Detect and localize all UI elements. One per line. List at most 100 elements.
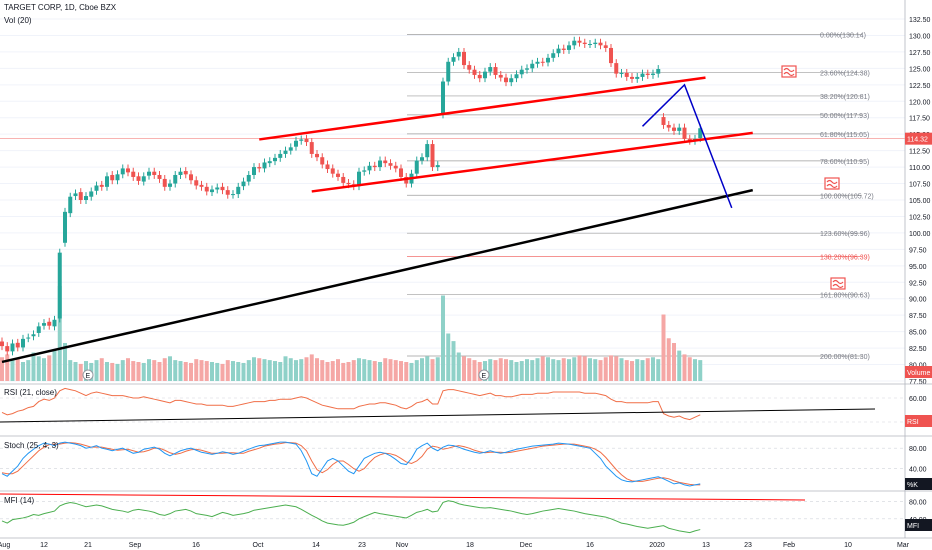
y-tick-label: 97.50 — [909, 247, 927, 254]
candle-body — [152, 171, 157, 175]
volume-bar — [173, 360, 178, 381]
volume-bar — [257, 358, 262, 381]
volume-bar — [236, 362, 241, 381]
volume-bar — [294, 360, 298, 381]
x-tick-label: 12 — [40, 542, 48, 549]
candle-body — [399, 168, 403, 177]
candle-body — [593, 42, 598, 45]
volume-bar — [588, 358, 592, 381]
candle-body — [462, 51, 466, 66]
volume-bar — [498, 358, 503, 381]
candle-body — [603, 45, 608, 48]
mfi-legend: MFI (14) — [4, 496, 35, 505]
x-tick-label: 23 — [358, 542, 366, 549]
x-tick-label: Aug — [0, 542, 10, 549]
candle-body — [278, 153, 283, 158]
candle-body — [456, 51, 461, 57]
x-tick-label: 16 — [192, 542, 200, 549]
candle-body — [141, 176, 146, 182]
volume-bar — [52, 350, 57, 381]
candle-body — [645, 73, 650, 75]
y-tick-label: 120.00 — [909, 99, 931, 106]
volume-bar — [430, 359, 435, 381]
volume-bar — [262, 359, 267, 381]
candle-body — [383, 160, 388, 164]
candle-body — [588, 44, 592, 46]
volume-bar — [614, 356, 619, 381]
candle-body — [52, 319, 57, 327]
volume-bar — [99, 358, 104, 381]
volume-bar — [63, 343, 67, 381]
y-tick-label: 87.50 — [909, 313, 927, 320]
volume-bar — [162, 358, 167, 381]
volume-bar — [183, 362, 188, 381]
candle-body — [661, 117, 666, 125]
candle-body — [5, 346, 10, 352]
volume-bar — [472, 360, 477, 381]
candle-body — [404, 176, 409, 184]
volume-bar — [120, 360, 125, 381]
volume-bar — [273, 361, 277, 381]
candle-body — [173, 174, 178, 184]
volume-bar — [94, 360, 99, 381]
volume-bar — [677, 350, 682, 381]
fib-level-label: 161.80%(90.63) — [820, 293, 870, 300]
y-tick-label: 110.00 — [909, 165, 930, 172]
y-tick-label: 125.00 — [909, 66, 931, 73]
candle-body — [136, 176, 141, 181]
candle-body — [189, 174, 193, 181]
candle-body — [215, 187, 220, 190]
candle-body — [388, 163, 393, 166]
candle-body — [246, 174, 251, 182]
y-tick-label: 112.50 — [909, 149, 930, 156]
volume-bar — [404, 362, 409, 381]
candle-body — [609, 47, 613, 64]
candle-body — [362, 170, 367, 172]
volume-bar — [336, 359, 340, 381]
volume-bar — [593, 359, 598, 381]
rsi-line — [1, 387, 701, 421]
volume-bar — [383, 358, 388, 381]
volume-bar — [231, 361, 235, 381]
candle-body — [42, 323, 46, 326]
fib-level-label: 50.00%(117.93) — [820, 113, 869, 120]
candle-body — [241, 181, 246, 187]
candle-body — [26, 337, 31, 339]
candle-body — [225, 190, 230, 195]
candle-body — [378, 160, 382, 168]
candle-body — [546, 57, 550, 63]
fib-level-label: 138.20%(96.39) — [820, 255, 870, 262]
candle-body — [283, 150, 288, 154]
volume-bar — [283, 356, 288, 381]
volume-bar — [441, 295, 445, 381]
fib-level-label: 100.00%(105.72) — [820, 193, 874, 200]
rsi-trendline — [0, 408, 876, 423]
axis-badge — [905, 519, 932, 531]
candle-body — [640, 73, 645, 77]
stoch-d-line — [1, 442, 701, 486]
candle-body — [367, 165, 372, 171]
volume-bar — [645, 358, 650, 381]
candle-body — [540, 61, 545, 63]
candle-body — [194, 180, 199, 186]
candle-body — [483, 71, 487, 79]
y-tick-label: 90.00 — [909, 297, 927, 304]
volume-bar — [246, 360, 251, 381]
volume-layer — [0, 286, 703, 381]
y-tick-label: 127.50 — [909, 50, 931, 57]
candle-body — [577, 40, 582, 43]
y-tick-label: 92.50 — [909, 280, 927, 287]
candle-body — [304, 138, 309, 143]
volume-bar — [15, 358, 20, 381]
volume-bar — [204, 361, 209, 381]
candle-body — [220, 186, 225, 191]
volume-bar — [288, 358, 293, 381]
axis-badge-label: RSI — [907, 419, 919, 426]
candle-body — [551, 53, 556, 58]
candle-body — [393, 165, 398, 169]
candle-body — [315, 153, 319, 158]
x-tick-label: 18 — [466, 542, 474, 549]
candle-body — [84, 196, 88, 200]
candle-body — [451, 57, 456, 62]
channel-lower-line — [311, 131, 753, 193]
